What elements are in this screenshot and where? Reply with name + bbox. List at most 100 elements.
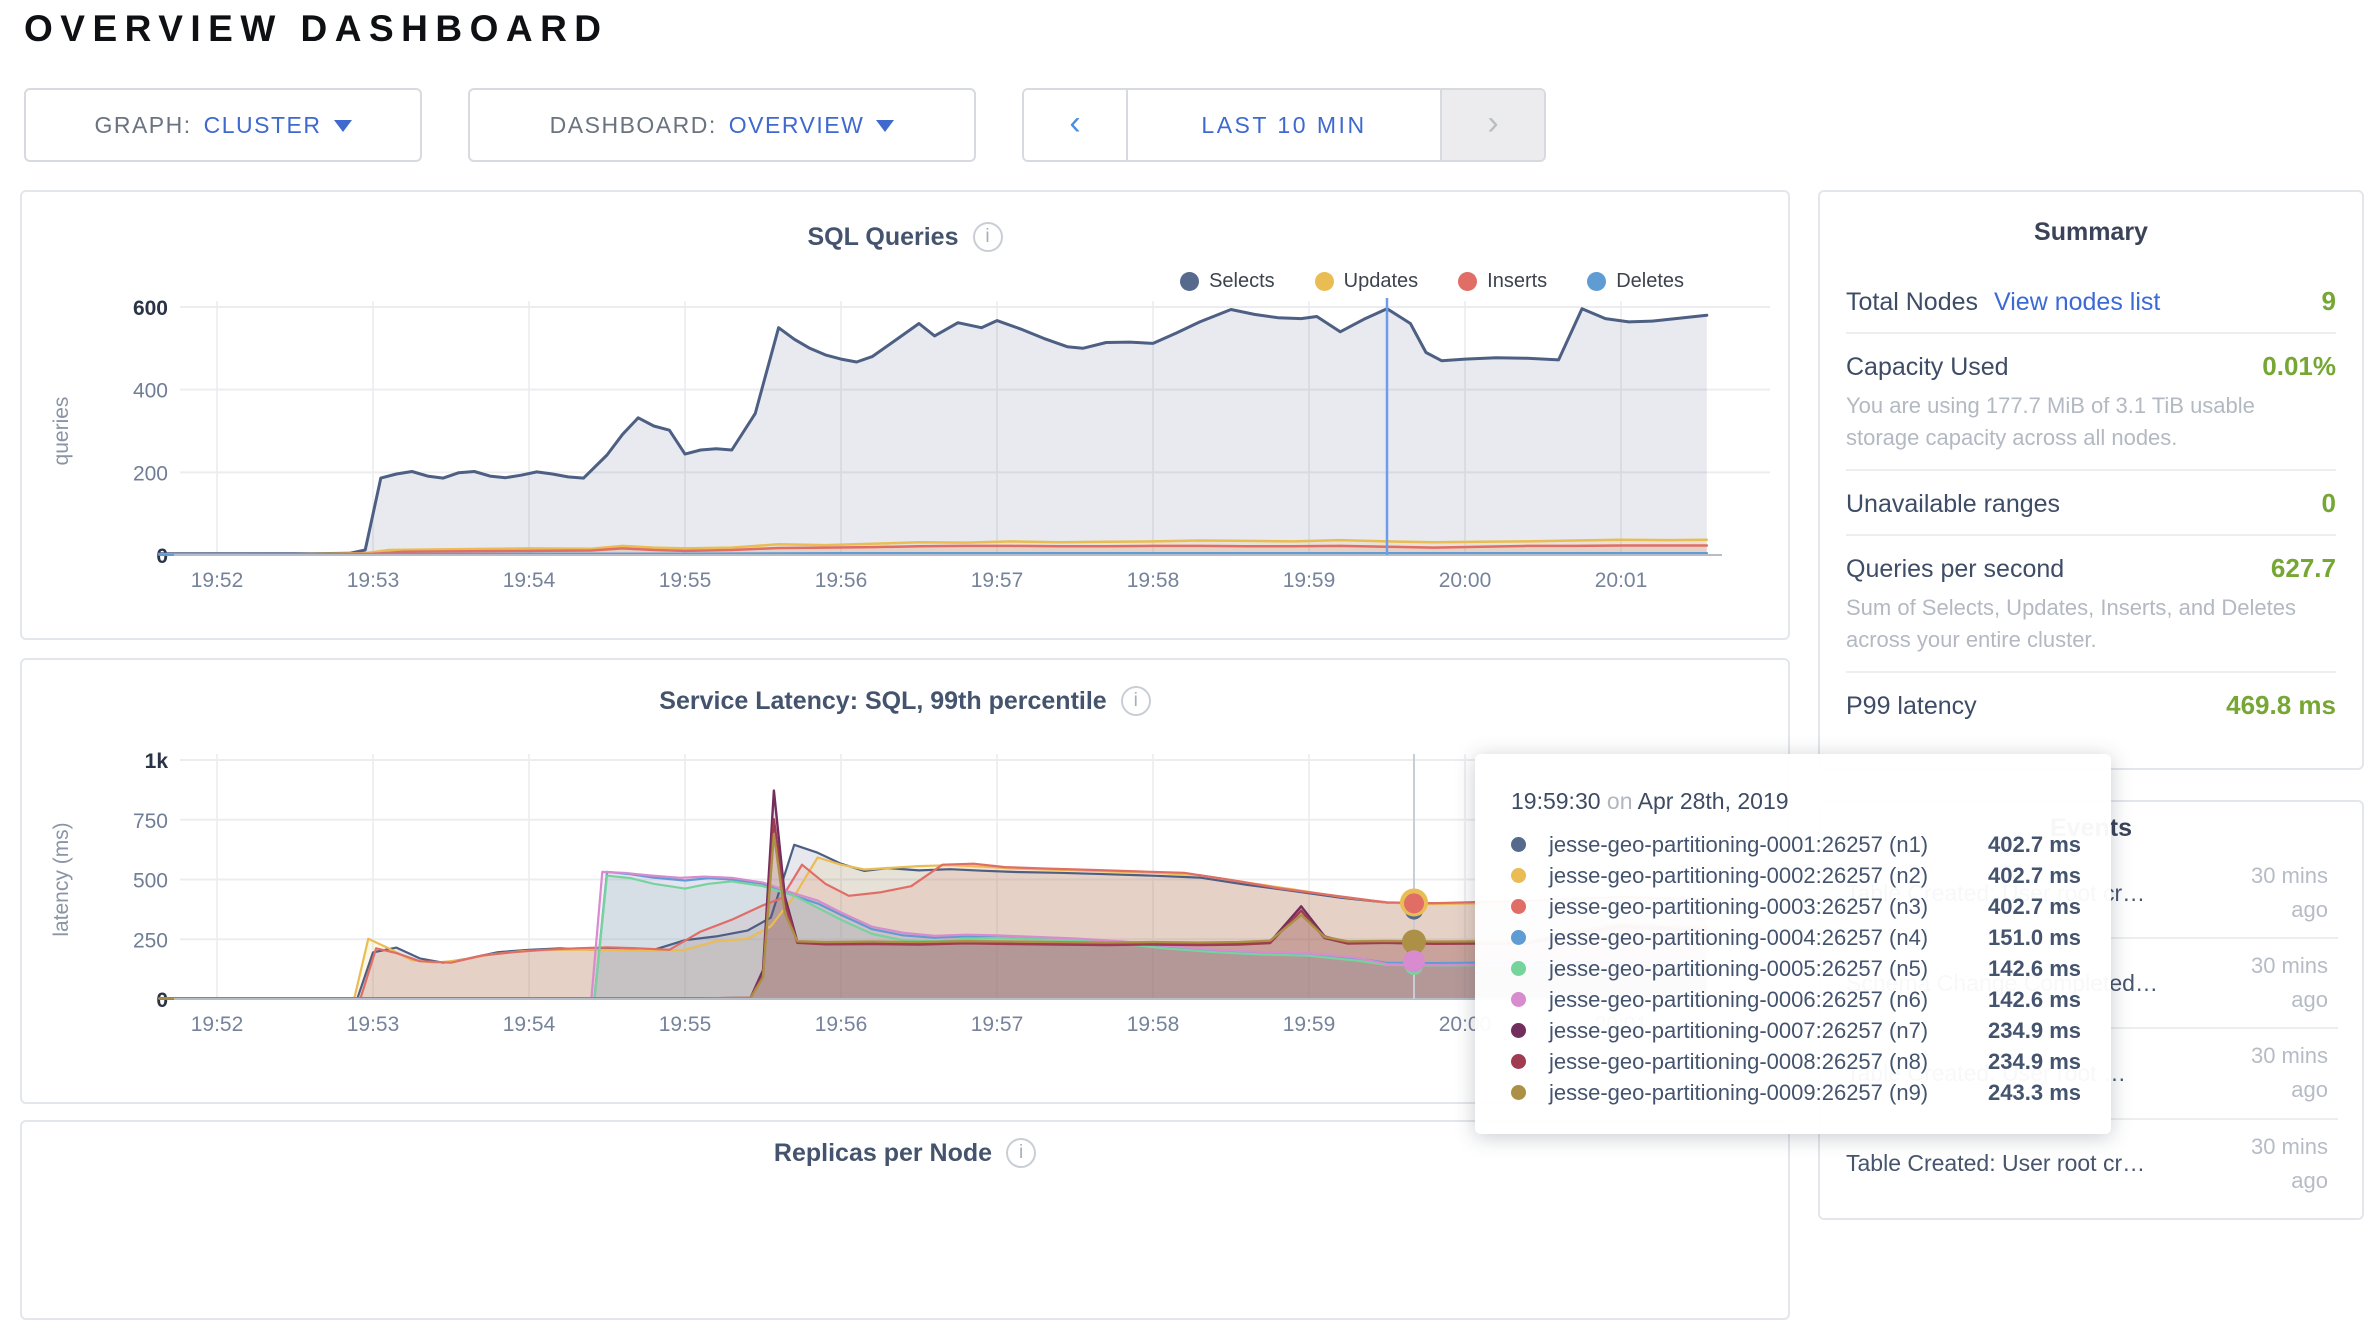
- tooltip-rows: jesse-geo-partitioning-0001:26257 (n1) 40…: [1511, 829, 2081, 1108]
- summary-row: Queries per second 627.7 Sum of Selects, U…: [1846, 533, 2336, 671]
- summary-row: P99 latency 469.8 ms: [1846, 670, 2336, 736]
- chevron-down-icon: [333, 120, 352, 132]
- tooltip-series-row: jesse-geo-partitioning-0003:26257 (n3) 40…: [1511, 891, 2081, 922]
- summary-row-label: P99 latency: [1846, 691, 1977, 720]
- sql-queries-legend: Selects Updates Inserts Deletes: [1180, 270, 1684, 293]
- series-line: [158, 870, 1708, 1000]
- y-axis-title: queries: [50, 397, 73, 466]
- series-dot-icon: [1511, 899, 1526, 914]
- view-nodes-list-link[interactable]: View nodes list: [1994, 288, 2161, 316]
- x-axis-tick-label: 20:01: [1595, 569, 1648, 592]
- tooltip-on: on: [1606, 788, 1633, 814]
- y-axis-tick-label: 0: [156, 545, 168, 568]
- legend-item-deletes[interactable]: Deletes: [1587, 270, 1684, 293]
- series-dot-icon: [1511, 930, 1526, 945]
- summary-row-value: 0.01%: [2262, 351, 2336, 381]
- legend-item-inserts[interactable]: Inserts: [1458, 270, 1547, 293]
- summary-row-label: Total Nodes: [1846, 288, 1979, 316]
- x-axis-tick-label: 19:59: [1283, 1013, 1336, 1036]
- x-axis-tick-label: 19:56: [815, 1013, 868, 1036]
- tooltip-node-value: 151.0 ms: [1988, 924, 2081, 950]
- x-axis-tick-label: 19:56: [815, 569, 868, 592]
- y-axis-tick-label: 500: [133, 870, 168, 893]
- legend-label: Deletes: [1616, 270, 1684, 292]
- y-axis-tick-label: 0: [156, 989, 168, 1012]
- legend-item-updates[interactable]: Updates: [1314, 270, 1419, 293]
- time-range-label[interactable]: LAST 10 MIN: [1128, 90, 1440, 160]
- tooltip-series-row: jesse-geo-partitioning-0005:26257 (n5) 14…: [1511, 953, 2081, 984]
- summary-title: Summary: [2034, 218, 2148, 246]
- x-axis-tick-label: 19:55: [659, 1013, 712, 1036]
- chevron-down-icon: [876, 120, 895, 132]
- info-icon[interactable]: i: [972, 222, 1003, 252]
- chevron-left-icon: ‹: [1069, 104, 1081, 142]
- tooltip-node-name: jesse-geo-partitioning-0009:26257 (n9): [1549, 1079, 1929, 1105]
- x-axis-tick-label: 19:57: [971, 1013, 1024, 1036]
- x-axis-tick-label: 19:54: [503, 1013, 556, 1036]
- series-dot-icon: [1511, 1085, 1526, 1100]
- tooltip-series-row: jesse-geo-partitioning-0001:26257 (n1) 40…: [1511, 829, 2081, 860]
- replicas-per-node-chart-card: Replicas per Node i: [20, 1120, 1790, 1320]
- series-dot-icon: [1511, 961, 1526, 976]
- y-axis-tick-label: 600: [133, 297, 168, 320]
- series-line: [158, 862, 1708, 1000]
- tooltip-date: Apr 28th, 2019: [1637, 788, 1789, 814]
- tooltip-series-row: jesse-geo-partitioning-0006:26257 (n6) 14…: [1511, 984, 2081, 1015]
- latency-hover-tooltip: 19:59:30 on Apr 28th, 2019 jesse-geo-par…: [1475, 754, 2111, 1134]
- tooltip-node-name: jesse-geo-partitioning-0003:26257 (n3): [1549, 893, 1929, 919]
- x-axis-tick-label: 19:52: [191, 569, 244, 592]
- sql-queries-chart[interactable]: 19:52 19:53 19:54 19:55 19:56 19:57 19:58 19:59…: [22, 192, 1788, 638]
- x-axis-tick-label: 19:53: [347, 569, 400, 592]
- legend-label: Updates: [1343, 270, 1419, 292]
- summary-row-subtext: You are using 177.7 MiB of 3.1 TiB usabl…: [1846, 393, 2255, 450]
- time-next-button[interactable]: ›: [1440, 90, 1544, 160]
- tooltip-node-name: jesse-geo-partitioning-0005:26257 (n5): [1549, 955, 1929, 981]
- series-line: [158, 870, 1708, 1000]
- y-axis-tick-label: 750: [133, 810, 168, 833]
- y-axis-tick-label: 250: [133, 929, 168, 952]
- x-axis-tick-label: 20:00: [1439, 569, 1492, 592]
- tooltip-header: 19:59:30 on Apr 28th, 2019: [1511, 788, 2081, 815]
- sql-queries-chart-card: SQL Queries i Selects Updates Inserts Delet…: [20, 190, 1790, 640]
- tooltip-node-value: 142.6 ms: [1988, 986, 2081, 1012]
- x-axis-tick-label: 19:58: [1127, 569, 1180, 592]
- hover-point-dot: [1402, 929, 1426, 954]
- tooltip-node-value: 243.3 ms: [1988, 1079, 2081, 1105]
- legend-label: Inserts: [1487, 270, 1548, 292]
- tooltip-node-value: 402.7 ms: [1988, 831, 2081, 857]
- hover-point-dot: [1403, 950, 1425, 973]
- summary-row-label: Capacity Used: [1846, 353, 2009, 381]
- summary-row-label: Unavailable ranges: [1846, 489, 2061, 518]
- summary-row-label: Queries per second: [1846, 554, 2065, 583]
- dashboard-dropdown[interactable]: DASHBOARD: OVERVIEW: [468, 88, 976, 162]
- x-axis-tick-label: 19:58: [1127, 1013, 1180, 1036]
- x-axis-tick-label: 19:57: [971, 569, 1024, 592]
- summary-row-value: 469.8 ms: [2226, 689, 2336, 720]
- page-title: OVERVIEW DASHBOARD: [24, 8, 609, 49]
- dashboard-dropdown-value: OVERVIEW: [728, 111, 865, 138]
- legend-dot-icon: [1587, 272, 1607, 291]
- chart-title-row: SQL Queries i: [22, 222, 1788, 252]
- sql-queries-chart-title: SQL Queries: [807, 222, 959, 251]
- tooltip-series-row: jesse-geo-partitioning-0007:26257 (n7) 23…: [1511, 1015, 2081, 1046]
- y-axis-tick-label: 1k: [145, 750, 169, 773]
- event-timestamp: 30 mins ago: [2250, 953, 2328, 1013]
- x-axis-tick-label: 19:59: [1283, 569, 1336, 592]
- graph-dropdown[interactable]: GRAPH: CLUSTER: [24, 88, 422, 162]
- tooltip-series-row: jesse-geo-partitioning-0008:26257 (n8) 23…: [1511, 1046, 2081, 1077]
- replicas-per-node-chart-title: Replicas per Node: [773, 1138, 993, 1167]
- time-prev-button[interactable]: ‹: [1024, 90, 1128, 160]
- x-axis-tick-label: 19:55: [659, 569, 712, 592]
- tooltip-node-name: jesse-geo-partitioning-0008:26257 (n8): [1549, 1048, 1929, 1074]
- time-range-selector: ‹ LAST 10 MIN ›: [1022, 88, 1546, 162]
- service-latency-chart[interactable]: 19:52 19:53 19:54 19:55 19:56 19:57 19:58 19:59…: [22, 660, 1788, 1102]
- chart-title-row: Replicas per Node i: [22, 1138, 1788, 1168]
- series-dot-icon: [1511, 1023, 1526, 1038]
- series-line: [158, 544, 1709, 556]
- info-icon[interactable]: i: [1120, 686, 1151, 716]
- tooltip-node-name: jesse-geo-partitioning-0002:26257 (n2): [1549, 862, 1929, 888]
- legend-dot-icon: [1314, 272, 1334, 291]
- legend-label: Selects: [1209, 270, 1275, 292]
- legend-dot-icon: [1180, 272, 1200, 291]
- legend-item-selects[interactable]: Selects: [1180, 270, 1275, 293]
